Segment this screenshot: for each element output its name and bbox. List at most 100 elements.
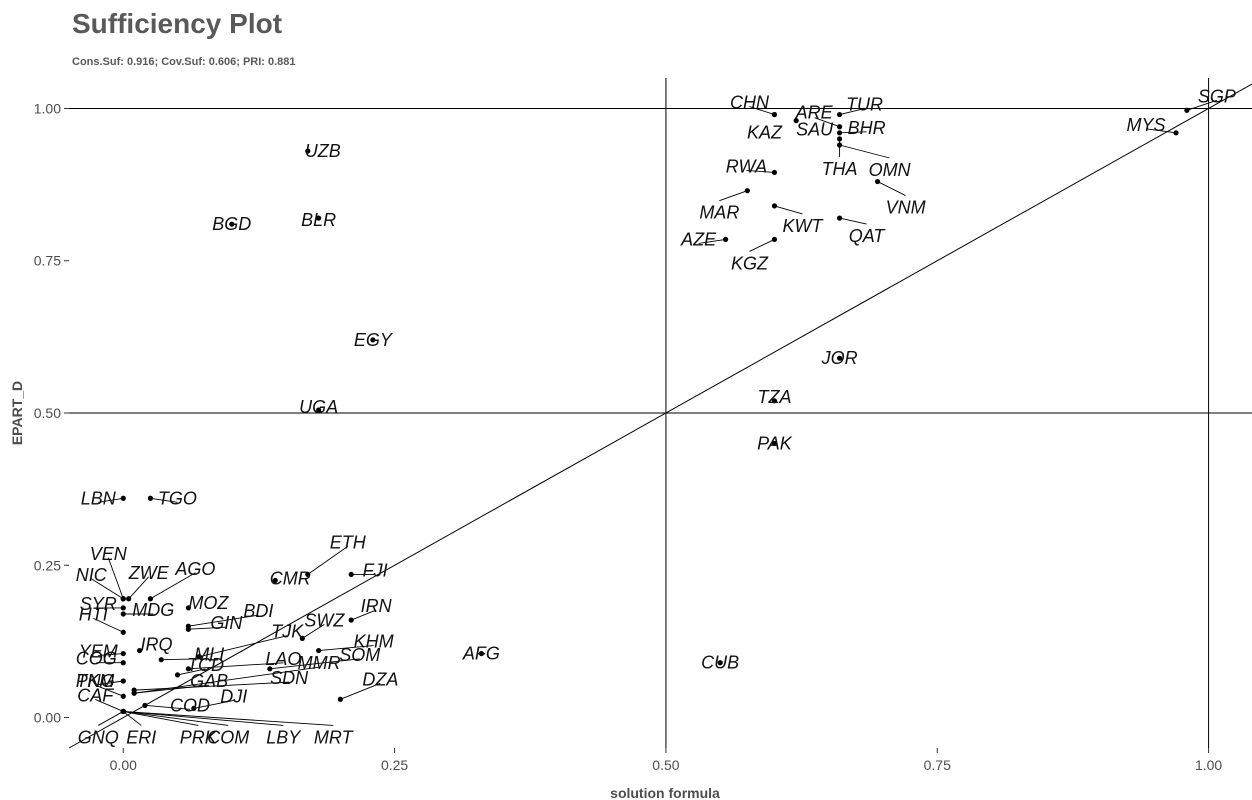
point-lbn [120,495,126,501]
point-kwt [771,203,778,209]
label-yem: YEM [79,642,118,662]
leader-line-lao [188,662,284,670]
label-bdi: BDI [243,601,273,621]
point-vnm [874,178,881,185]
label-moz: MOZ [188,593,229,613]
leader-line-lbn [98,497,124,503]
point-khm [316,647,322,654]
label-com: COM [207,727,249,747]
point-yem [120,650,126,657]
label-ago: AGO [174,559,215,579]
leader-line-ago [150,572,196,600]
point-afg [478,650,485,657]
x-tick-label: 0.00 [110,757,137,773]
y-axis-ticks: 0.00 0.25 0.50 0.75 1.00 [34,100,69,726]
point-png [120,678,126,684]
point-tkm [120,693,126,699]
point-nic [120,596,126,602]
leader-line-dji [193,699,234,709]
x-axis-title: solution formula [610,785,720,800]
y-axis-title: EPART_D [9,381,25,445]
point-labels: SGP MYS CHN ARE TUR KAZ SAU BHR OMN THA RWA VNM MAR K… [76,86,1236,747]
reference-lines [68,78,1252,749]
point-sgp [1184,107,1190,113]
point-cod [142,702,148,708]
leader-line-mys [1145,128,1177,134]
point-cmr [272,577,278,584]
label-hti: HTI [79,604,108,624]
label-cod: COD [170,695,210,715]
label-nic: NIC [76,565,108,585]
leader-line-yem [98,653,124,657]
point-mli [158,657,164,663]
point-cub [717,660,723,666]
leader-line-ven [107,557,124,599]
point-tza [771,398,778,404]
leader-line-mrt [123,711,334,726]
point-dji [191,705,197,712]
label-tcd: TCD [187,655,224,675]
point-som [267,666,273,672]
leader-line-kgz [749,239,775,252]
leader-line-eth [307,546,349,575]
label-chn: CHN [730,93,770,113]
label-tjk: TJK [271,622,304,642]
label-irn: IRN [361,596,393,616]
point-uga [316,407,322,413]
point-uzb [305,148,311,154]
diagonal-reference-line [68,83,1252,749]
label-kgz: KGZ [731,253,769,273]
point-syr [120,605,126,611]
leader-line-sgp [1186,99,1218,111]
label-vnm: VNM [886,198,926,218]
point-dza [337,696,343,702]
x-tick-label: 0.50 [652,757,679,773]
y-tick-label: 0.00 [34,710,61,726]
label-mli: MLI [194,645,224,665]
label-sdn: SDN [270,668,309,688]
label-lbn: LBN [81,488,117,508]
label-mrt: MRT [314,727,355,747]
leader-line-aze [698,238,726,244]
point-kaz [771,111,778,118]
label-tur: TUR [846,95,883,115]
leader-line-com [123,711,229,726]
label-sau: SAU [796,120,834,140]
leader-line-gin [188,626,227,630]
label-mmr: MMR [298,653,341,673]
label-swz: SWZ [304,610,345,630]
point-eth [305,571,311,578]
label-tkm: TKM [76,671,114,691]
label-cog: COG [76,649,117,669]
label-mar: MAR [699,203,739,223]
label-dza: DZA [362,669,398,689]
point-are [793,118,799,124]
leader-line-qat [839,217,867,225]
leader-line-mmr [134,666,320,694]
leader-line-eri [122,711,142,726]
label-kaz: KAZ [747,123,783,143]
leader-line-irn [351,609,377,621]
label-lby: LBY [266,727,302,747]
leader-line-caf [95,699,124,712]
leader-line-prk [123,711,199,726]
y-tick-label: 0.50 [34,405,61,421]
label-pak: PAK [757,433,793,453]
point-bhr [836,130,843,136]
label-blr: BLR [301,210,336,230]
label-khm: KHM [354,632,394,652]
leader-line-sdn [134,681,290,691]
point-mdg [120,611,126,617]
leader-line-png [95,680,124,686]
label-qat: QAT [849,226,887,246]
point-tgo [147,495,153,501]
chart-title: Sufficiency Plot [72,8,283,39]
leader-line-chn [749,106,775,115]
point-fji [348,571,354,578]
label-prk: PRK [180,727,218,747]
point-irn [348,617,354,623]
label-ven: VEN [90,544,128,564]
point-bgd [229,221,235,227]
label-aze: AZE [680,229,717,249]
point-jor [836,355,843,361]
